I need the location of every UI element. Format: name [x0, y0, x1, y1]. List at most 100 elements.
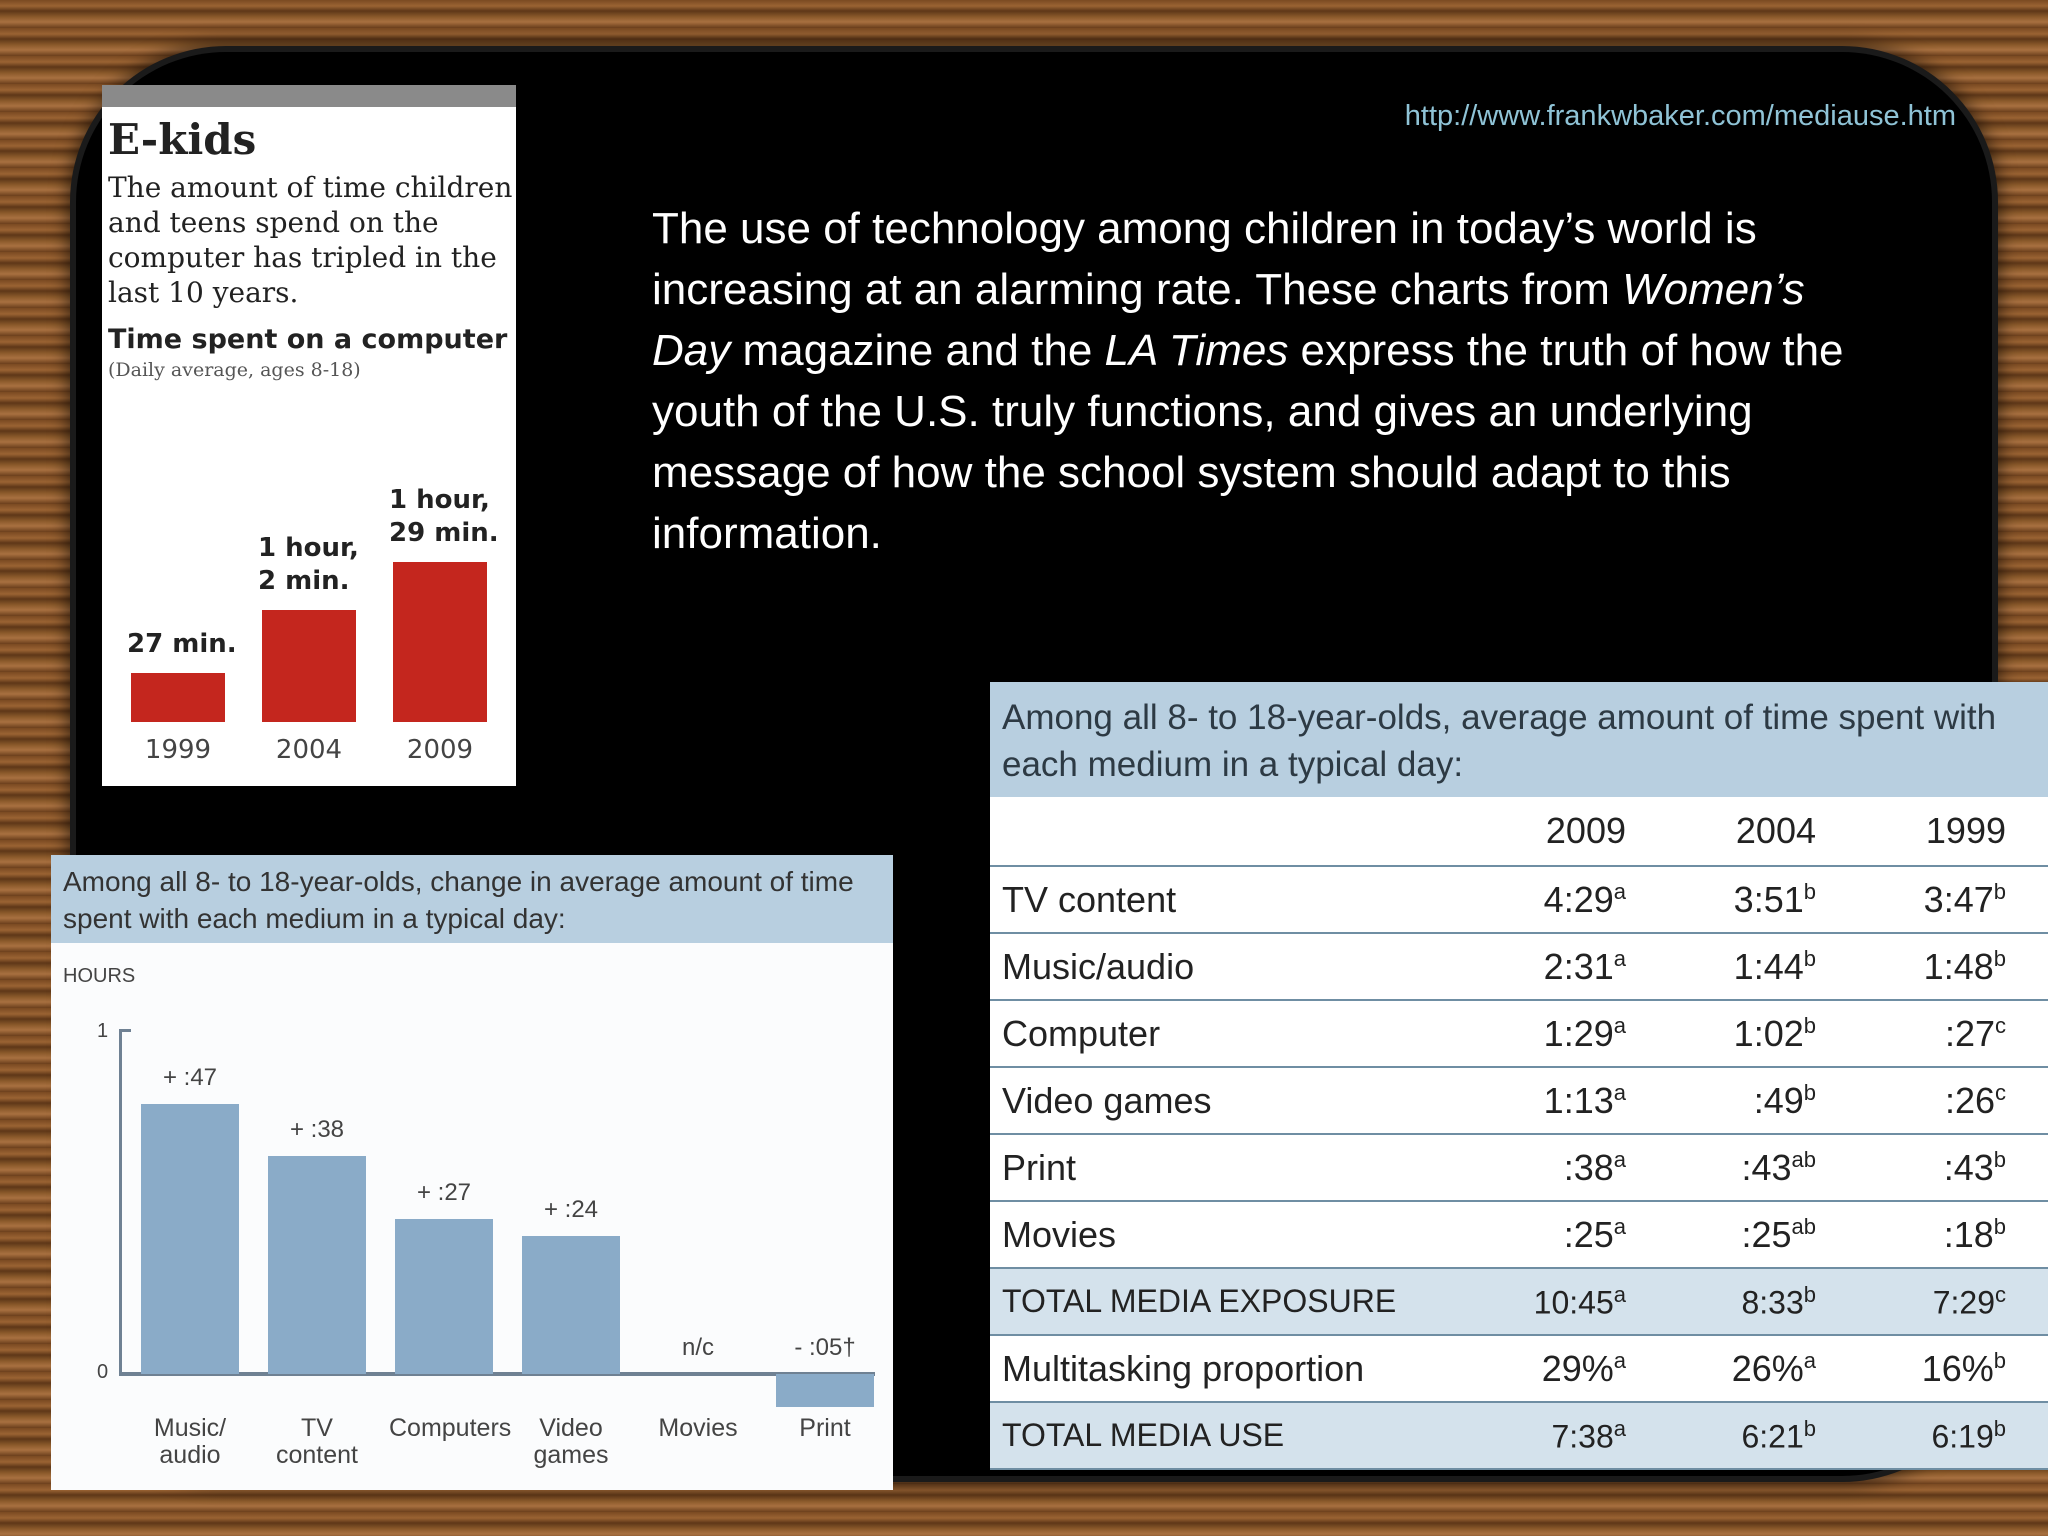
year-header: 1999: [1925, 810, 2006, 851]
ekids-title: E-kids: [108, 115, 257, 164]
table-cell: :25a: [1436, 1214, 1626, 1256]
y-tick-label: 1: [97, 1020, 109, 1042]
cell-value: :26: [1944, 1079, 1995, 1121]
ekids-bar-label: 27 min.: [127, 629, 237, 660]
category-label: Movies: [658, 1414, 738, 1442]
bar-value-label: + :24: [543, 1196, 599, 1223]
para-text: The use of technology among children in …: [652, 204, 1757, 314]
intro-paragraph: The use of technology among children in …: [652, 198, 1892, 564]
category-label: Video games: [533, 1414, 609, 1469]
cell-superscript: c: [1995, 1281, 2006, 1307]
row-label: Print: [1002, 1146, 1077, 1188]
cell-superscript: a: [1613, 945, 1626, 971]
cell-superscript: b: [1803, 1012, 1816, 1038]
table-cell: :49b: [1626, 1080, 1816, 1122]
para-newspaper: LA Times: [1104, 326, 1289, 375]
table-title: Among all 8- to 18-year-olds, average am…: [990, 682, 2048, 797]
ekids-year-label: 2009: [406, 735, 474, 765]
cell-superscript: b: [1993, 1415, 2006, 1441]
table-cell: 6:21b: [1626, 1416, 1816, 1456]
ekids-year-label: 1999: [144, 735, 212, 765]
cell-superscript: b: [1803, 1281, 1816, 1307]
ekids-bar: [393, 561, 487, 722]
cell-superscript: b: [1993, 1213, 2006, 1239]
cell-superscript: a: [1613, 1012, 1626, 1038]
cell-value: 1:48: [1923, 945, 1994, 987]
cell-value: 16%: [1921, 1347, 1994, 1389]
year-header: 2004: [1735, 810, 1816, 851]
row-label: TV content: [1002, 878, 1177, 920]
cell-superscript: b: [1803, 945, 1816, 971]
para-magazine: Women’s Day: [652, 265, 1805, 375]
table-header-row: 2009 2004 1999: [990, 797, 2048, 867]
cell-value: 1:29: [1543, 1012, 1614, 1054]
table-row: Music/audio 2:31a 1:44b 1:48b: [990, 934, 2048, 1001]
table-row: Movies:25a:25ab:18b: [990, 1202, 2048, 1269]
table-cell: :26c: [1816, 1080, 2048, 1122]
table-cell: 1:02b: [1626, 1013, 1816, 1055]
table-cell: 3:47b: [1816, 879, 2048, 921]
para-text: express the truth of how the youth of th…: [652, 326, 1844, 558]
cell-superscript: b: [1993, 945, 2006, 971]
cell-superscript: a: [1613, 1079, 1626, 1105]
table-cell: 8:33b: [1626, 1282, 1816, 1322]
table-cell: 1:48b: [1816, 946, 2048, 988]
bar-value-label: - :05†: [794, 1334, 856, 1361]
cell-superscript: a: [1613, 1213, 1626, 1239]
cell-superscript: ab: [1791, 1213, 1816, 1239]
media-bar: [776, 1374, 874, 1407]
category-label: TV content: [275, 1414, 358, 1469]
cell-superscript: b: [1803, 1079, 1816, 1105]
category-label: Music/audio: [153, 1414, 227, 1469]
table-cell: 7:29c: [1816, 1282, 2048, 1322]
table-row: Print :38a:43ab :43b: [990, 1135, 2048, 1202]
bar-value-label: + :27: [416, 1178, 472, 1206]
cell-value: :38: [1563, 1146, 1614, 1188]
ekids-description: The amount of time children and teens sp…: [108, 171, 513, 309]
bar-value-label: + :38: [289, 1115, 345, 1143]
source-url[interactable]: http://www.frankwbaker.com/mediause.htm: [1404, 100, 1956, 132]
year-header: 2009: [1545, 810, 1626, 851]
media-time-table: Among all 8- to 18-year-olds, average am…: [990, 682, 2048, 1470]
row-label: Music/audio: [1002, 945, 1195, 987]
cell-value: :43: [1943, 1146, 1994, 1188]
ekids-subtitle: Time spent on a computer: [108, 324, 508, 355]
table-row: TV content 4:29a 3:51b 3:47b: [990, 867, 2048, 934]
cell-value: 1:13: [1543, 1079, 1614, 1121]
table-row: TOTAL MEDIA EXPOSURE 10:45a 8:33b 7:29c: [990, 1269, 2048, 1336]
cell-superscript: b: [1993, 1146, 2006, 1172]
row-label: Video games: [1002, 1079, 1212, 1121]
table-cell: :43ab: [1626, 1147, 1816, 1189]
cell-superscript: a: [1803, 1347, 1816, 1373]
media-bar: [268, 1155, 366, 1374]
chart-title: Among all 8- to 18-year-olds, change in …: [51, 855, 893, 943]
ekids-note: (Daily average, ages 8-18): [108, 359, 361, 381]
cell-value: 2:31: [1543, 945, 1614, 987]
cell-superscript: ab: [1791, 1146, 1816, 1172]
cell-value: :49: [1753, 1079, 1804, 1121]
cell-value: 8:33: [1741, 1284, 1804, 1321]
cell-value: :27: [1944, 1012, 1995, 1054]
table-row: Computer 1:29a 1:02b:27c: [990, 1001, 2048, 1068]
bar-value-label: n/c: [681, 1334, 714, 1361]
para-text: magazine and the: [730, 326, 1105, 375]
table-cell: 7:38a: [1436, 1416, 1626, 1456]
table-cell: :27c: [1816, 1013, 2048, 1055]
table-cell: :38a: [1436, 1147, 1626, 1189]
y-tick-label: 0: [97, 1361, 109, 1383]
cell-superscript: b: [1993, 878, 2006, 904]
cell-superscript: a: [1613, 1281, 1626, 1307]
ekids-bar-label: 1 hour, 29 min.: [389, 484, 499, 548]
ekids-bar: [262, 610, 356, 722]
cell-superscript: a: [1613, 1415, 1626, 1441]
cell-value: 26%: [1731, 1347, 1804, 1389]
cell-value: 6:19: [1931, 1418, 1994, 1455]
table-cell: 2:31a: [1436, 946, 1626, 988]
table-cell: 26%a: [1626, 1348, 1816, 1390]
table-cell: 29%a: [1436, 1348, 1626, 1390]
row-label: TOTAL MEDIA USE: [1002, 1417, 1285, 1453]
table-cell: 16%b: [1816, 1348, 2048, 1390]
category-label: Computers: [389, 1414, 512, 1442]
cell-value: 3:47: [1923, 878, 1994, 920]
cell-value: 10:45: [1533, 1284, 1614, 1321]
